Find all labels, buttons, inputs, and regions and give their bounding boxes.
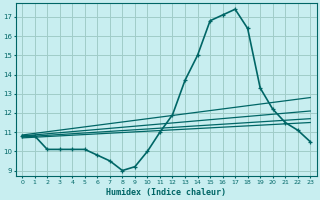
X-axis label: Humidex (Indice chaleur): Humidex (Indice chaleur) <box>106 188 226 197</box>
